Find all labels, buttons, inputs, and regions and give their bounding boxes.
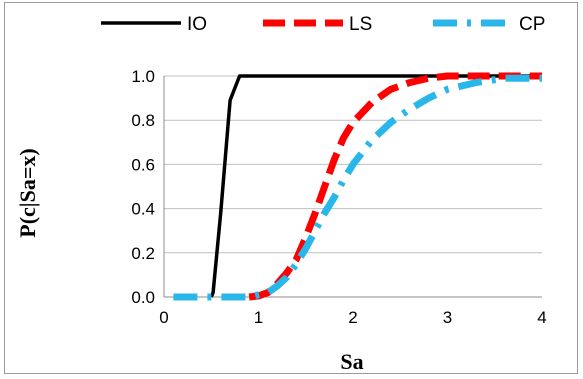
tick-labels: 0.0 0.2 0.4 0.6 0.8 1.0 0 1 2 3 4: [131, 67, 546, 327]
series-lines: [173, 72, 542, 301]
y-axis-title: P(c|Sa=x): [15, 148, 40, 237]
x-tick-label: 4: [537, 308, 546, 327]
axes: [163, 76, 542, 298]
chart-frame: 0.0 0.2 0.4 0.6 0.8 1.0 0 1 2 3 4 IO LS CP Sa P(c|Sa…: [4, 2, 578, 374]
x-axis-title: Sa: [340, 349, 363, 374]
sa-probability-chart: 0.0 0.2 0.4 0.6 0.8 1.0 0 1 2 3 4 IO LS CP Sa P(c|Sa…: [15, 14, 547, 374]
legend-label-io: IO: [187, 14, 207, 35]
legend: IO LS CP: [101, 14, 545, 35]
y-tick-label: 1.0: [131, 67, 155, 86]
x-tick-label: 0: [159, 308, 168, 327]
legend-label-ls: LS: [349, 14, 372, 35]
y-tick-label: 0.8: [131, 111, 155, 130]
x-tick-label: 1: [254, 308, 263, 327]
x-tick-label: 3: [443, 308, 452, 327]
legend-label-cp: CP: [519, 14, 545, 35]
series-line-io: [209, 74, 542, 298]
y-tick-label: 0.6: [131, 155, 155, 174]
x-tick-label: 2: [348, 308, 357, 327]
series-line-cp: [173, 74, 542, 301]
y-tick-label: 0.4: [131, 200, 155, 219]
y-tick-label: 0.2: [131, 244, 155, 263]
y-tick-label: 0.0: [131, 288, 155, 307]
